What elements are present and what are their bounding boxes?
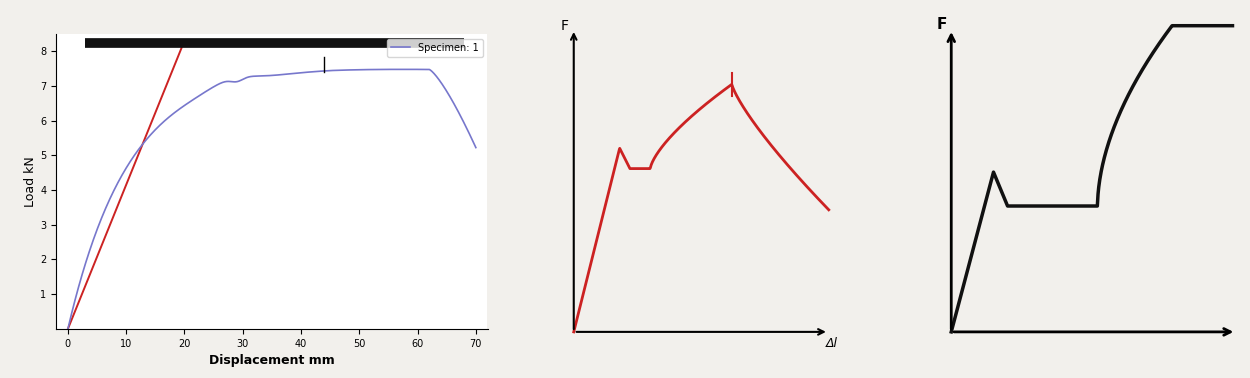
Legend: Specimen: 1: Specimen: 1	[388, 39, 482, 57]
Text: F: F	[936, 17, 948, 31]
Text: Δl: Δl	[826, 337, 838, 350]
X-axis label: Displacement mm: Displacement mm	[209, 354, 335, 367]
Y-axis label: Load kN: Load kN	[25, 156, 38, 207]
Text: F: F	[561, 19, 569, 33]
